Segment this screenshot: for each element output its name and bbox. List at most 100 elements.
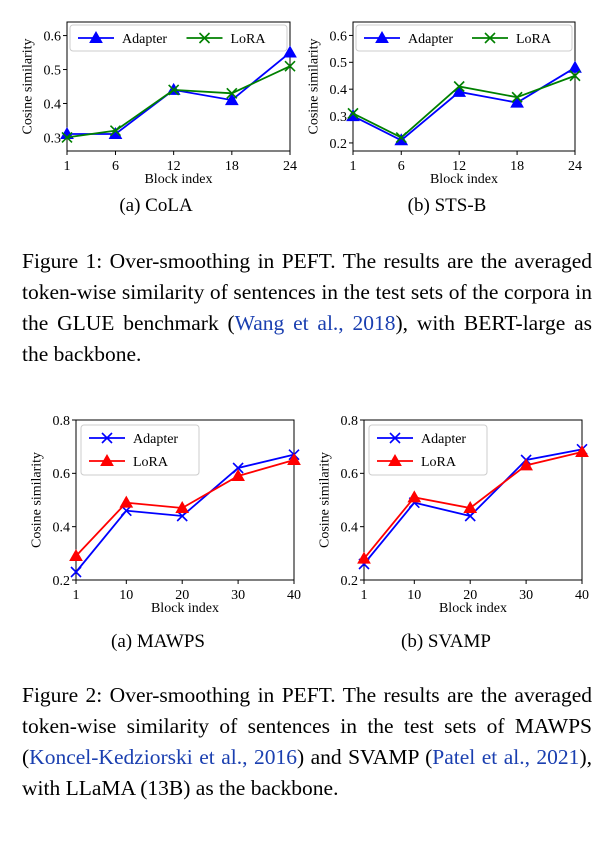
- legend-label: Adapter: [408, 32, 453, 47]
- data-point: [395, 131, 407, 144]
- x-tick-label: 12: [452, 159, 466, 174]
- plot-frame: [352, 21, 576, 152]
- x-tick-label: 30: [519, 588, 533, 603]
- chart-svamp: 1 10 20 30 40 0.2 0.4 0.6 0.8 Block index Cosine s…: [300, 405, 600, 620]
- legend-marker: [389, 432, 401, 444]
- x-tick-label: 10: [407, 588, 421, 603]
- data-point-stroke: [347, 107, 359, 119]
- citation-wang-2018[interactable]: Wang et al., 2018: [234, 311, 396, 335]
- y-tick-label: 0.8: [341, 414, 359, 429]
- citation-patel-2021[interactable]: Patel et al., 2021: [432, 745, 580, 769]
- legend-label: LoRA: [133, 455, 169, 470]
- citation-koncel-2016[interactable]: Koncel-Kedziorski et al., 2016: [29, 745, 297, 769]
- data-point: [453, 80, 465, 93]
- legend-marker-stroke: [484, 32, 496, 44]
- y-tick-label: 0.8: [53, 414, 71, 429]
- data-point: [168, 84, 180, 96]
- legend-label: LoRA: [231, 32, 267, 47]
- series-line: [352, 74, 576, 139]
- y-tick-label: 0.5: [330, 56, 348, 71]
- x-tick-label: 6: [398, 159, 405, 174]
- plot-frame: [75, 419, 295, 581]
- y-tick-label: 0.3: [330, 110, 348, 125]
- data-point: [575, 444, 589, 457]
- x-tick-label: 6: [112, 159, 119, 174]
- data-point: [287, 452, 301, 465]
- figure2-caption-mid: ) and SVAMP (: [296, 745, 433, 769]
- y-tick-label: 0.4: [53, 521, 71, 536]
- y-tick-label: 0.6: [53, 467, 71, 482]
- data-point: [232, 462, 244, 474]
- data-point: [569, 70, 581, 82]
- x-tick-label: 18: [510, 159, 524, 174]
- legend-marker: [198, 32, 211, 44]
- x-tick-label: 30: [231, 588, 245, 603]
- data-point-stroke: [232, 462, 244, 474]
- x-axis-label: Block index: [151, 601, 219, 616]
- y-axis-label: Cosine similarity: [307, 38, 322, 134]
- legend-item: Adapter: [89, 432, 178, 447]
- data-point: [284, 60, 296, 72]
- plot-frame: [363, 419, 583, 581]
- chart-stsb: 1 6 12 18 24 0.2 0.3 0.4 0.5 0.6 Block index Cosine…: [300, 0, 600, 187]
- legend-item: LoRA: [89, 453, 169, 470]
- legend-marker-stroke: [198, 32, 211, 44]
- y-tick-label: 0.6: [341, 467, 359, 482]
- data-point: [347, 107, 359, 119]
- data-point: [109, 125, 122, 137]
- legend-marker: [101, 432, 113, 444]
- y-axis-label: Cosine similarity: [21, 38, 36, 134]
- figure2-caption-tail: ), with LLaMA (13B) as the backbone.: [22, 745, 592, 800]
- x-axis-label: Block index: [430, 172, 498, 187]
- subcaption-mawps: (a) MAWPS: [111, 631, 205, 652]
- legend-label: LoRA: [516, 32, 552, 47]
- chart-svamp-svg: 1 10 20 30 40 0.2 0.4 0.6 0.8 Block index Cosine s…: [318, 414, 589, 616]
- x-tick-label: 24: [568, 159, 582, 174]
- series-line: [66, 65, 291, 139]
- legend: Adapter LoRA: [80, 424, 200, 476]
- y-tick-label: 0.2: [341, 574, 359, 589]
- legend-label: LoRA: [421, 455, 457, 470]
- series-lora: [357, 444, 589, 564]
- legend-box: [355, 24, 573, 52]
- y-tick-label: 0.4: [44, 97, 62, 112]
- y-axis-label: Cosine similarity: [30, 452, 45, 548]
- chart-mawps-svg: 1 10 20 30 40 0.2 0.4 0.6 0.8 Block index Cosine s…: [30, 414, 301, 616]
- data-point: [61, 131, 73, 143]
- legend-item: Adapter: [377, 432, 466, 447]
- data-point-stroke: [109, 125, 122, 137]
- x-tick-label: 1: [73, 588, 80, 603]
- legend-item: LoRA: [377, 453, 457, 470]
- plot-frame: [66, 21, 291, 152]
- y-tick-label: 0.5: [44, 63, 62, 78]
- data-point: [119, 495, 134, 508]
- legend-marker-stroke: [101, 432, 113, 444]
- legend: Adapter LoRA: [368, 424, 488, 476]
- y-tick-label: 0.6: [330, 29, 348, 44]
- chart-cola-svg: 1 6 12 18 24 0.3 0.4 0.5 0.6 Block index Cosine si…: [21, 21, 297, 187]
- data-point: [407, 490, 422, 503]
- legend-box: [69, 24, 288, 52]
- data-point-stroke: [168, 84, 180, 96]
- data-point: [224, 93, 239, 106]
- figure1-caption-tail: ), with BERT-large as the backbone.: [22, 311, 592, 366]
- x-tick-label: 40: [575, 588, 589, 603]
- x-axis-label: Block index: [144, 172, 212, 187]
- x-tick-label: 10: [119, 588, 133, 603]
- y-tick-label: 0.4: [330, 83, 348, 98]
- series-lora: [61, 60, 296, 143]
- data-point-stroke: [569, 70, 581, 82]
- data-point-stroke: [226, 87, 238, 99]
- series-adapter: [346, 60, 582, 146]
- data-point-stroke: [395, 131, 407, 144]
- x-tick-label: 24: [283, 159, 297, 174]
- y-tick-label: 0.2: [53, 574, 71, 589]
- legend-item: LoRA: [186, 32, 267, 47]
- y-axis-label: Cosine similarity: [318, 452, 333, 548]
- subcaption-stsb: (b) STS-B: [407, 195, 487, 216]
- legend: Adapter LoRA: [69, 24, 288, 52]
- data-point-stroke: [453, 80, 465, 93]
- data-point: [452, 84, 467, 97]
- x-tick-label: 12: [167, 159, 181, 174]
- data-point: [69, 548, 83, 561]
